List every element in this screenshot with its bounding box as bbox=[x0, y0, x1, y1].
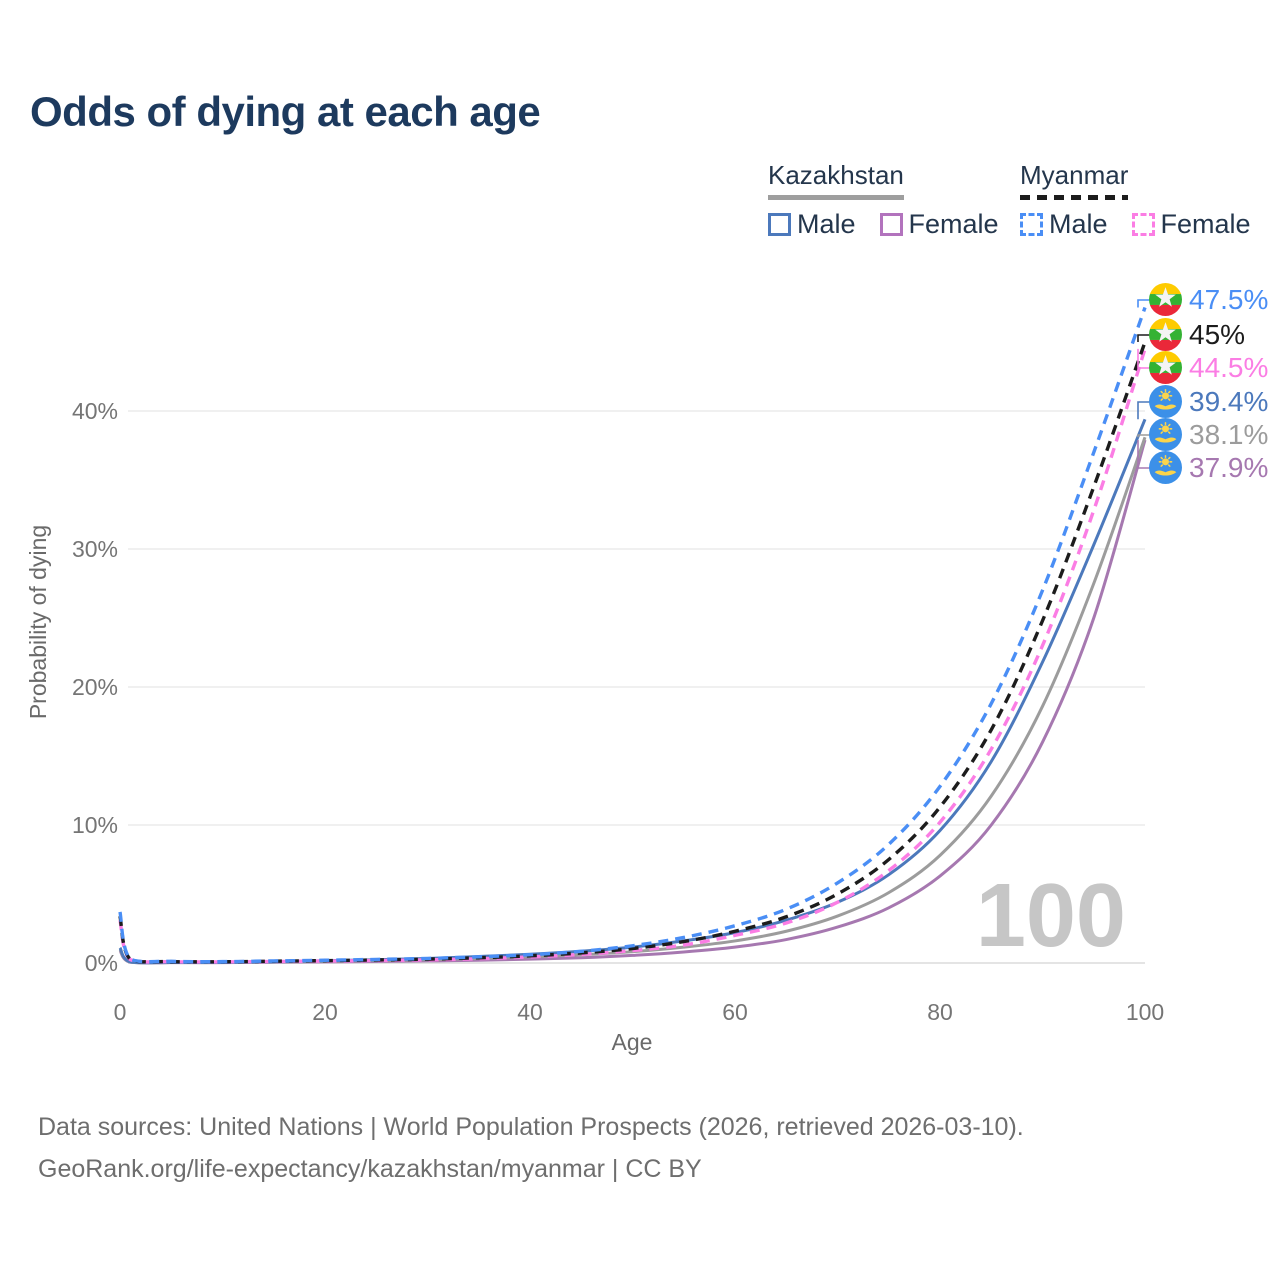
x-axis-title: Age bbox=[612, 1029, 653, 1055]
end-label-myanmar-male: 47.5% bbox=[1149, 283, 1268, 316]
end-value-myanmar-male: 47.5% bbox=[1189, 283, 1269, 315]
label-connector bbox=[1137, 439, 1150, 469]
end-value-myanmar-female: 44.5% bbox=[1189, 351, 1269, 383]
end-label-myanmar-female: 44.5% bbox=[1149, 351, 1268, 384]
end-label-kazakhstan-male: 39.4% bbox=[1149, 385, 1268, 418]
myanmar-flag-icon bbox=[1149, 283, 1182, 316]
kazakhstan-flag-icon bbox=[1149, 418, 1182, 451]
end-value-kazakhstan-female: 37.9% bbox=[1189, 451, 1269, 483]
legend-item-myanmar-male[interactable]: Male bbox=[1020, 209, 1108, 240]
kazakhstan-flag-icon bbox=[1149, 385, 1182, 418]
end-label-myanmar-total: 45% bbox=[1149, 318, 1245, 351]
end-value-kazakhstan-total: 38.1% bbox=[1189, 418, 1269, 450]
myanmar-female-swatch-icon bbox=[1131, 213, 1155, 236]
legend-group-kazakhstan: Kazakhstan Male Female bbox=[768, 160, 999, 240]
data-sources-text: Data sources: United Nations | World Pop… bbox=[38, 1113, 1024, 1141]
legend-country-myanmar: Myanmar bbox=[1020, 160, 1129, 200]
myanmar-male-label: Male bbox=[1049, 209, 1108, 239]
series-line-myanmar-female bbox=[118, 348, 1147, 964]
y-tick-label: 20% bbox=[72, 674, 118, 700]
myanmar-female-label: Female bbox=[1160, 209, 1251, 239]
kazakhstan-female-label: Female bbox=[908, 209, 999, 239]
y-tick-label: 10% bbox=[72, 812, 118, 838]
y-tick-label: 0% bbox=[85, 950, 118, 976]
label-connector bbox=[1137, 434, 1150, 438]
end-label-kazakhstan-total: 38.1% bbox=[1149, 418, 1268, 451]
x-tick-label: 60 bbox=[722, 999, 748, 1025]
x-tick-label: 80 bbox=[927, 999, 953, 1025]
legend-item-kazakhstan-male[interactable]: Male bbox=[768, 209, 856, 240]
legend-group-myanmar: Myanmar Male Female bbox=[1020, 160, 1251, 240]
myanmar-label: Myanmar bbox=[1020, 160, 1129, 190]
kazakhstan-male-swatch-icon bbox=[768, 213, 791, 236]
y-tick-label: 40% bbox=[72, 398, 118, 424]
end-value-myanmar-total: 45% bbox=[1189, 318, 1246, 350]
legend-country-kazakhstan: Kazakhstan bbox=[768, 160, 904, 200]
kazakhstan-label: Kazakhstan bbox=[768, 160, 904, 190]
label-connector bbox=[1137, 348, 1150, 369]
myanmar-line-style-sample bbox=[1020, 195, 1129, 200]
label-connector bbox=[1137, 334, 1150, 342]
myanmar-flag-icon bbox=[1149, 351, 1182, 384]
myanmar-flag-icon bbox=[1149, 318, 1182, 351]
x-tick-label: 0 bbox=[114, 999, 127, 1025]
footer: Data sources: United Nations | World Pop… bbox=[38, 1106, 1024, 1190]
legend-item-kazakhstan-female[interactable]: Female bbox=[879, 209, 999, 240]
age-watermark: 100 bbox=[976, 866, 1126, 966]
kazakhstan-female-swatch-icon bbox=[879, 213, 903, 236]
end-value-kazakhstan-male: 39.4% bbox=[1189, 385, 1269, 417]
y-tick-label: 30% bbox=[72, 536, 118, 562]
x-tick-label: 20 bbox=[312, 999, 338, 1025]
kazakhstan-flag-icon bbox=[1149, 451, 1182, 484]
label-connector bbox=[1137, 401, 1150, 420]
series-line-myanmar bbox=[118, 341, 1147, 964]
myanmar-male-swatch-icon bbox=[1020, 213, 1043, 236]
end-label-kazakhstan-female: 37.9% bbox=[1149, 451, 1268, 484]
series-line-myanmar-male bbox=[118, 306, 1147, 964]
kazakhstan-male-label: Male bbox=[797, 209, 856, 239]
kazakhstan-line-style-sample bbox=[768, 195, 904, 200]
y-axis-title: Probability of dying bbox=[25, 525, 51, 719]
legend-item-myanmar-female[interactable]: Female bbox=[1131, 209, 1251, 240]
x-tick-label: 40 bbox=[517, 999, 543, 1025]
label-connector bbox=[1137, 299, 1150, 308]
page-title: Odds of dying at each age bbox=[30, 88, 541, 135]
attribution-text: GeoRank.org/life-expectancy/kazakhstan/m… bbox=[38, 1155, 702, 1183]
x-tick-label: 100 bbox=[1126, 999, 1164, 1025]
